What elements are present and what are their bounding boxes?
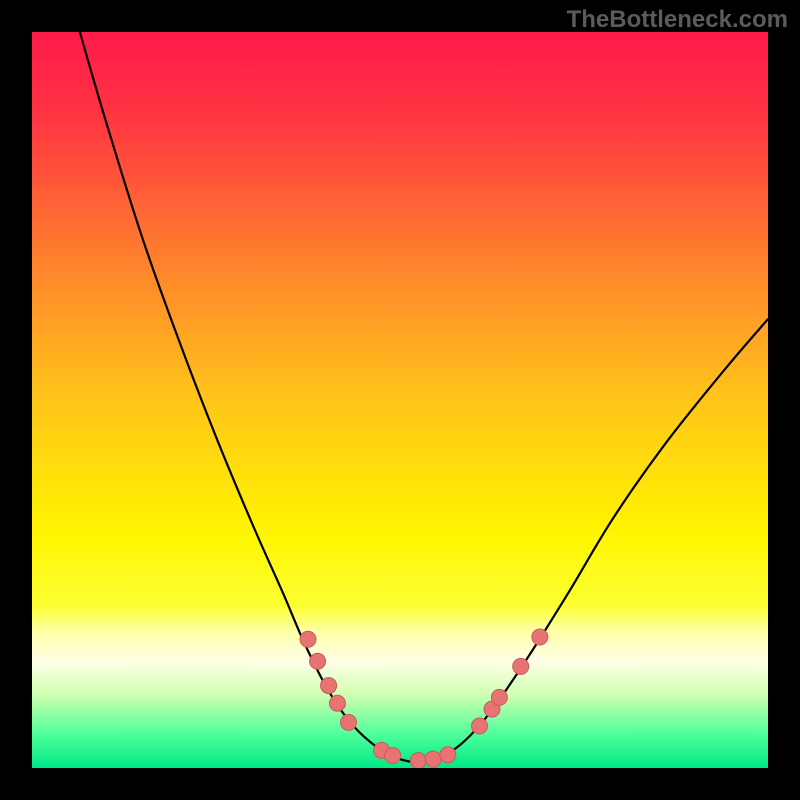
data-marker bbox=[425, 751, 441, 767]
data-marker bbox=[532, 629, 548, 645]
data-marker bbox=[321, 678, 337, 694]
data-marker bbox=[491, 689, 507, 705]
data-marker bbox=[300, 631, 316, 647]
data-marker bbox=[471, 718, 487, 734]
gradient-background bbox=[32, 32, 768, 768]
data-marker bbox=[340, 714, 356, 730]
data-marker bbox=[440, 747, 456, 763]
data-marker bbox=[310, 653, 326, 669]
watermark-text: TheBottleneck.com bbox=[567, 6, 788, 34]
bottleneck-chart bbox=[0, 0, 800, 800]
data-marker bbox=[329, 695, 345, 711]
data-marker bbox=[410, 753, 426, 769]
data-marker bbox=[385, 747, 401, 763]
data-marker bbox=[513, 658, 529, 674]
